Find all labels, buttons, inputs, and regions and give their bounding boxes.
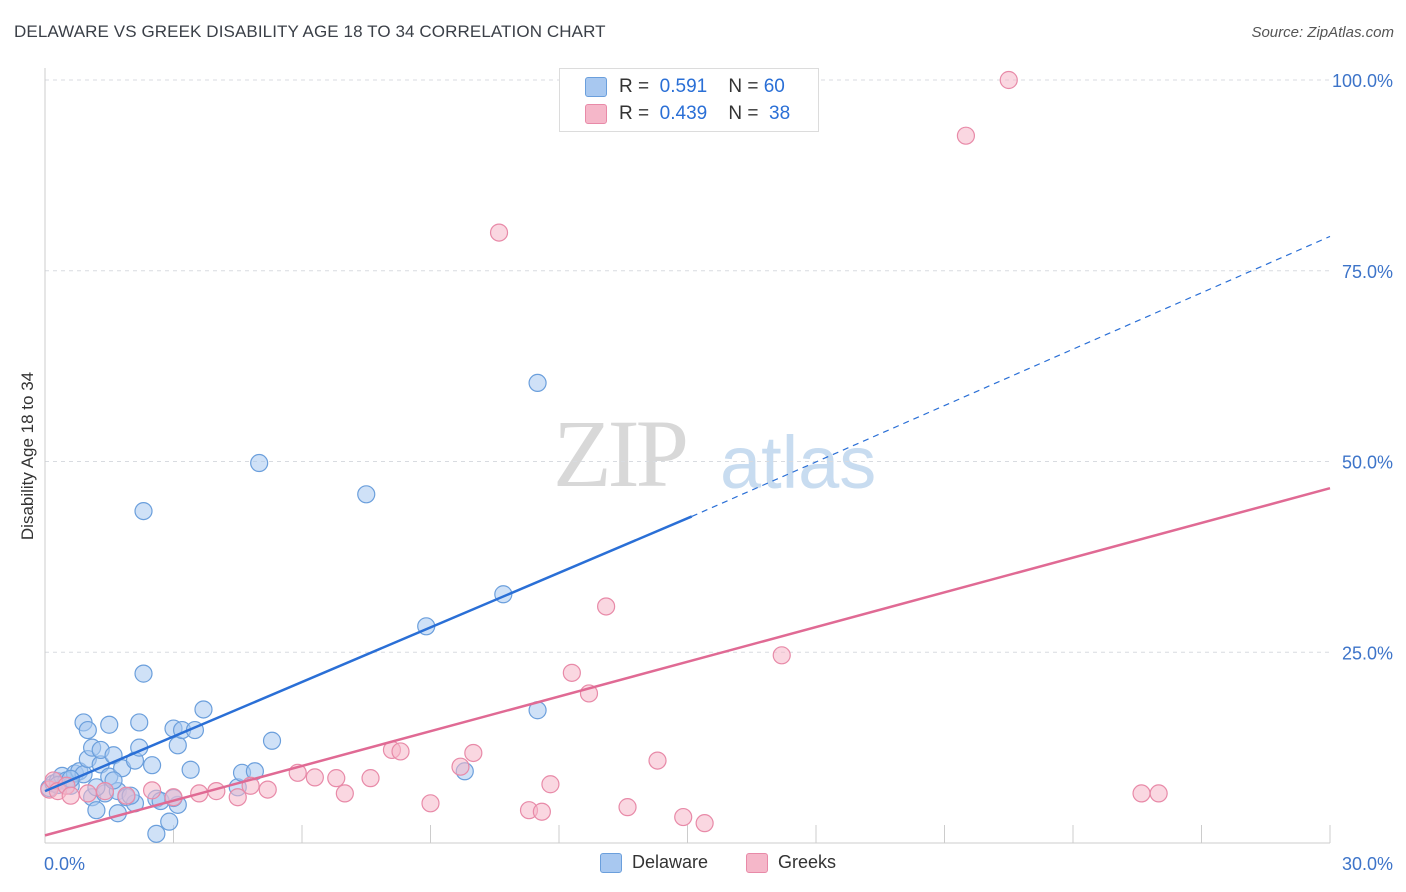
legend-n-value: 38: [769, 103, 791, 124]
greeks-point: [421, 794, 440, 813]
legend-r-value: 0.439: [659, 103, 708, 124]
chart-title: DELAWARE VS GREEK DISABILITY AGE 18 TO 3…: [14, 22, 606, 41]
delaware-point: [160, 812, 179, 831]
delaware-point: [168, 736, 187, 755]
x-tick-label: 0.0%: [44, 854, 85, 874]
greeks-point: [597, 597, 616, 616]
delaware-trend-line: [44, 515, 693, 793]
delaware-point: [262, 731, 282, 750]
bottom-legend-greeks-label: Greeks: [778, 852, 837, 872]
legend-r-value: 0.591: [659, 76, 708, 97]
y-tick-label: 100.0%: [1332, 71, 1393, 91]
legend-r-label: R =: [619, 76, 650, 97]
delaware-trend-extension: [691, 235, 1331, 517]
legend-r-label: R =: [619, 103, 650, 124]
bottom-legend-delaware-label: Delaware: [632, 852, 709, 872]
watermark-atlas: atlas: [720, 421, 877, 504]
x-tick-label: 30.0%: [1342, 854, 1393, 874]
greeks-point: [1132, 784, 1151, 803]
y-tick-label: 75.0%: [1342, 262, 1393, 282]
delaware-point: [250, 453, 269, 473]
greeks-point: [956, 126, 976, 145]
greeks-point: [1149, 784, 1168, 803]
greeks-point: [562, 663, 581, 682]
legend-n-label: N =: [728, 103, 759, 124]
greeks-point: [451, 757, 470, 776]
legend-row-greeks: R = 0.439 N = 38: [585, 103, 790, 125]
greeks-point: [674, 807, 693, 827]
greeks-point: [228, 788, 247, 807]
greeks-point: [305, 768, 324, 787]
greeks-point: [61, 786, 80, 805]
greeks-swatch: [746, 852, 768, 873]
greeks-point: [695, 814, 714, 833]
greeks-point: [327, 769, 346, 788]
delaware-point: [78, 720, 97, 740]
bottom-legend-greeks: Greeks: [746, 852, 836, 873]
delaware-swatch: [585, 77, 607, 97]
greeks-trend-line: [44, 486, 1331, 837]
greeks-point: [258, 780, 277, 799]
greeks-point: [532, 802, 551, 821]
delaware-point: [134, 501, 153, 521]
greeks-point: [999, 70, 1018, 90]
delaware-point: [87, 801, 106, 820]
delaware-point: [528, 373, 547, 393]
chart-source: Source: ZipAtlas.com: [1251, 24, 1394, 41]
delaware-point: [142, 756, 162, 775]
delaware-point: [357, 485, 376, 504]
delaware-point: [147, 824, 166, 843]
legend-row-delaware: R = 0.591 N = 60: [585, 76, 785, 98]
legend: R = 0.591 N = 60 R = 0.439 N = 38: [559, 68, 819, 132]
watermark-zip: ZIP: [553, 400, 689, 507]
delaware-point: [181, 760, 200, 779]
greeks-point: [464, 743, 483, 763]
y-tick-label: 50.0%: [1342, 453, 1393, 473]
greeks-point: [772, 646, 791, 665]
greeks-point: [489, 223, 509, 242]
greeks-point: [361, 769, 380, 788]
greeks-point: [95, 782, 115, 801]
greeks-point: [541, 775, 560, 794]
greeks-point: [335, 784, 354, 803]
greeks-swatch: [585, 104, 607, 124]
delaware-point: [194, 700, 213, 719]
legend-n-value: 60: [763, 76, 785, 97]
bottom-legend-delaware: Delaware: [600, 852, 708, 873]
delaware-swatch: [600, 852, 622, 873]
delaware-point: [130, 713, 149, 732]
y-tick-label: 25.0%: [1342, 643, 1393, 663]
greeks-point: [618, 798, 637, 817]
greeks-point: [78, 784, 97, 803]
delaware-point: [134, 664, 153, 683]
greeks-point: [142, 781, 162, 800]
delaware-point: [100, 715, 119, 734]
legend-n-label: N =: [728, 76, 759, 97]
greeks-point: [648, 751, 667, 770]
greeks-point: [391, 742, 410, 761]
greeks-point: [117, 786, 136, 805]
